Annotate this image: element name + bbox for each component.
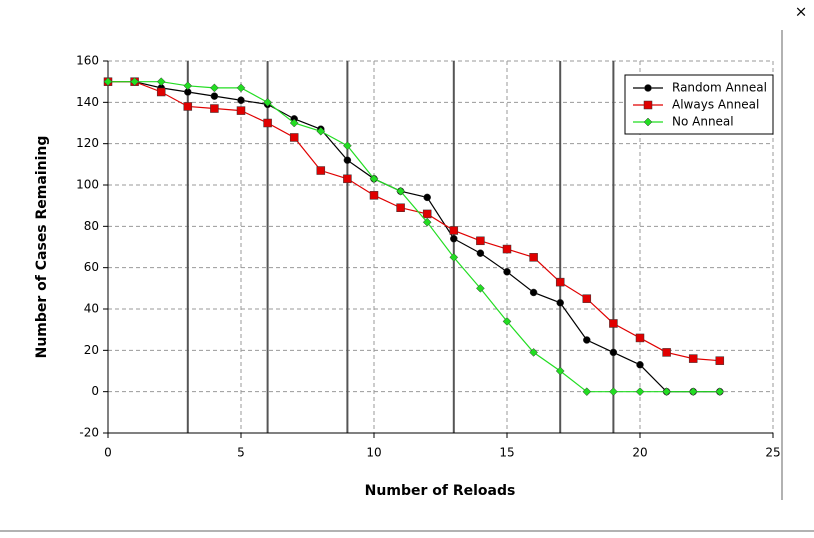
- point: [636, 361, 644, 369]
- point: [396, 203, 405, 212]
- point: [609, 319, 618, 328]
- point: [609, 387, 618, 397]
- point: [449, 252, 459, 262]
- point: [555, 366, 565, 376]
- point: [343, 141, 352, 151]
- point: [688, 354, 698, 363]
- x-tick-label: 15: [499, 446, 514, 460]
- point: [476, 283, 485, 293]
- point: [422, 209, 432, 219]
- point: [210, 83, 219, 93]
- point: [343, 174, 352, 184]
- legend-label: No Anneal: [672, 115, 734, 129]
- point: [183, 81, 193, 91]
- point: [236, 83, 246, 93]
- y-tick-label: 160: [76, 54, 99, 68]
- point: [422, 217, 432, 227]
- y-tick-label: 140: [76, 95, 99, 109]
- point: [289, 118, 299, 128]
- point: [635, 333, 645, 343]
- legend-label: Always Anneal: [672, 98, 759, 112]
- point: [582, 294, 592, 303]
- point: [662, 387, 671, 397]
- point: [503, 268, 511, 276]
- point: [263, 97, 272, 107]
- series-line: [108, 81, 720, 393]
- point: [502, 244, 512, 254]
- y-tick-label: 40: [84, 302, 99, 316]
- point: [529, 253, 538, 262]
- point: [644, 84, 652, 92]
- x-axis-label: Number of Reloads: [365, 483, 516, 499]
- point: [715, 356, 725, 365]
- point: [156, 77, 166, 87]
- y-tick-label: 20: [84, 343, 99, 357]
- y-tick-label: 120: [76, 136, 99, 150]
- point: [210, 92, 219, 100]
- point: [316, 166, 326, 175]
- point: [369, 191, 379, 200]
- point: [529, 348, 538, 357]
- y-axis-label: Number of Cases Remaining: [34, 136, 50, 359]
- point: [609, 348, 618, 357]
- y-tick-label: -20: [79, 426, 99, 440]
- x-tick-label: 25: [765, 446, 780, 460]
- point: [715, 387, 725, 397]
- point: [555, 277, 565, 287]
- series-line: [108, 81, 720, 393]
- point: [449, 226, 459, 235]
- point: [556, 299, 564, 307]
- point: [183, 102, 193, 111]
- point: [423, 193, 431, 202]
- point: [476, 249, 485, 257]
- point: [396, 186, 405, 196]
- x-tick-label: 5: [237, 446, 245, 460]
- y-tick-label: 60: [84, 260, 99, 274]
- point: [237, 96, 245, 105]
- point: [502, 317, 512, 326]
- point: [289, 133, 299, 142]
- point: [369, 174, 379, 184]
- point: [582, 387, 592, 397]
- point: [103, 77, 113, 87]
- point: [662, 348, 671, 357]
- y-tick-label: 100: [76, 178, 99, 192]
- point: [635, 387, 645, 397]
- close-button[interactable]: ×: [795, 3, 808, 21]
- legend-label: Random Anneal: [672, 81, 767, 95]
- point: [529, 288, 538, 297]
- point: [583, 336, 591, 344]
- point: [450, 234, 458, 243]
- point: [688, 387, 698, 397]
- y-tick-label: 0: [91, 384, 99, 398]
- point: [156, 87, 166, 97]
- point: [263, 118, 272, 128]
- point: [236, 106, 246, 115]
- point: [130, 77, 139, 87]
- x-tick-label: 10: [366, 446, 381, 460]
- point: [643, 117, 653, 127]
- x-tick-label: 0: [104, 446, 112, 460]
- y-tick-label: 80: [84, 219, 99, 233]
- point: [643, 100, 653, 110]
- x-tick-label: 20: [632, 446, 647, 460]
- point: [210, 104, 219, 113]
- point: [316, 126, 326, 136]
- series-line: [108, 81, 720, 362]
- point: [476, 236, 485, 246]
- point: [343, 156, 352, 164]
